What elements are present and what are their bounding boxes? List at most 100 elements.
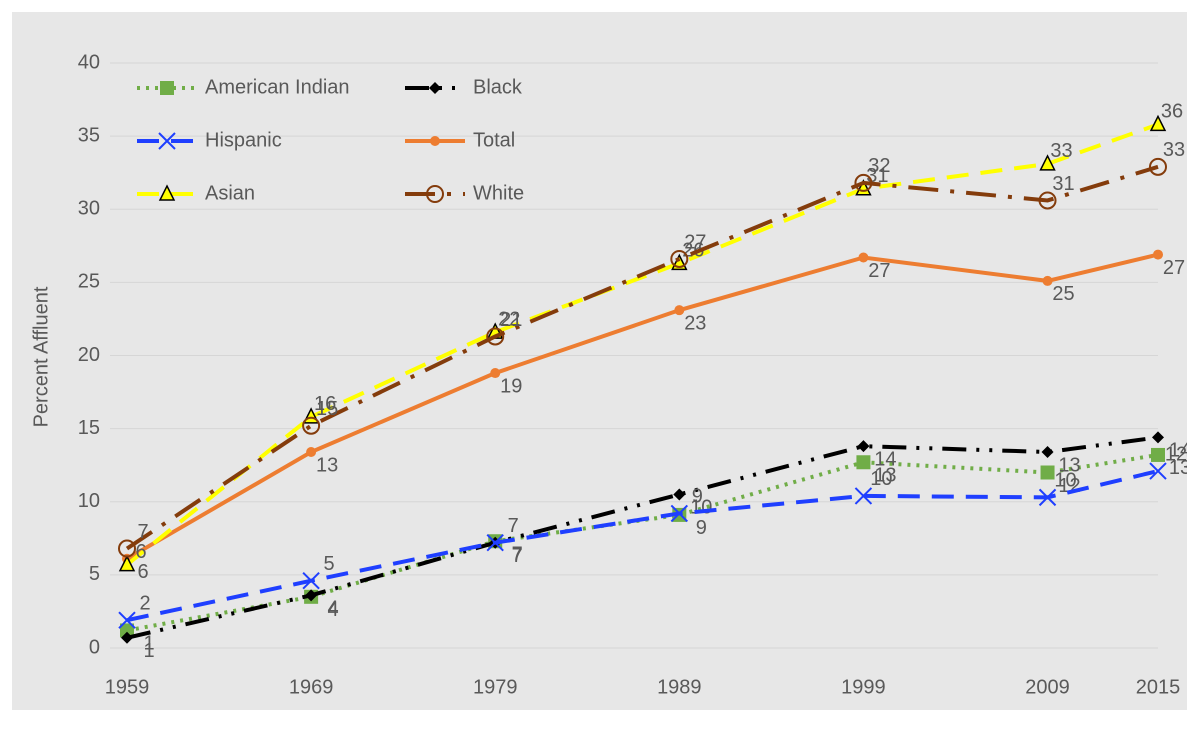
marker [158, 132, 176, 150]
data-label: 16 [314, 393, 336, 415]
marker [1152, 431, 1164, 444]
marker [1041, 446, 1054, 459]
x-tick-label: 1989 [657, 676, 702, 698]
data-label: 33 [1050, 140, 1072, 162]
data-label: 1 [143, 640, 154, 662]
data-label: 27 [868, 260, 890, 282]
marker [854, 173, 873, 192]
marker [1040, 465, 1055, 480]
data-label: 23 [684, 312, 706, 334]
y-tick-label: 25 [78, 271, 100, 293]
marker [857, 440, 870, 453]
data-label: 9 [692, 486, 703, 508]
marker [490, 368, 501, 379]
series: 6 13 19 23 27 25 27 [122, 249, 1185, 583]
data-label: 31 [1052, 173, 1074, 195]
legend-label: Asian [205, 182, 255, 204]
marker [120, 623, 134, 638]
data-label: 12 [1165, 443, 1187, 465]
data-label: 9 [696, 517, 707, 539]
marker [486, 327, 505, 346]
x-tick-label: 1999 [841, 676, 886, 698]
legend-entry: Black [405, 76, 523, 98]
data-label: 13 [1058, 454, 1080, 476]
marker [160, 81, 174, 95]
data-label: 14 [874, 448, 896, 470]
data-label: 4 [328, 598, 339, 620]
marker [302, 416, 321, 435]
marker [674, 305, 685, 316]
y-tick-label: 30 [78, 198, 100, 220]
marker [1039, 154, 1056, 171]
data-label: 25 [1052, 283, 1074, 305]
legend-entry: Asian [137, 182, 255, 204]
legend-label: Hispanic [205, 129, 282, 151]
data-label: 13 [1169, 457, 1187, 479]
data-label: 7 [512, 545, 523, 567]
marker [486, 533, 504, 552]
marker [118, 554, 136, 572]
marker [1151, 447, 1165, 462]
marker [158, 184, 176, 201]
data-label: 21 [500, 309, 522, 331]
marker [1149, 157, 1167, 176]
legend-entry: Hispanic [137, 129, 282, 151]
marker [306, 447, 317, 458]
data-label: 7 [512, 544, 523, 566]
x-tick-label: 1979 [473, 676, 518, 698]
marker [302, 572, 320, 590]
data-label: 13 [874, 465, 896, 487]
marker [1153, 249, 1163, 260]
legend-entry: Total [405, 129, 515, 151]
line [125, 164, 1159, 551]
data-label: 1 [143, 633, 154, 655]
data-label: 27 [1163, 257, 1185, 279]
data-label: 32 [868, 155, 890, 177]
data-label: 4 [328, 599, 339, 621]
data-label: 13 [316, 454, 338, 476]
data-label: 10 [1054, 470, 1076, 492]
data-label: 7 [508, 515, 519, 537]
marker [854, 487, 873, 505]
data-label: 15 [316, 398, 338, 420]
marker [670, 249, 689, 268]
marker [1149, 462, 1167, 480]
data-label: 6 [135, 541, 146, 563]
marker [426, 185, 444, 203]
marker [305, 589, 318, 602]
y-tick-label: 40 [78, 51, 100, 73]
data-label: 2 [139, 592, 150, 614]
y-tick-label: 15 [78, 417, 100, 439]
data-label: 14 [1169, 440, 1187, 462]
legend-label: White [473, 182, 524, 204]
marker [1042, 275, 1053, 286]
y-tick-label: 10 [78, 490, 100, 512]
data-label: 33 [1163, 139, 1185, 161]
marker [1038, 488, 1057, 507]
y-tick-label: 0 [89, 636, 100, 658]
x-tick-label: 2009 [1025, 676, 1070, 698]
data-label: 36 [1161, 101, 1183, 123]
series: 2 5 7 9 10 10 12 [118, 443, 1187, 629]
plot-background [12, 12, 1187, 710]
series: 7 15 21 27 32 31 33 [118, 139, 1185, 558]
data-label: 5 [324, 553, 335, 575]
marker [429, 82, 441, 94]
marker [670, 504, 689, 523]
data-label: 6 [137, 561, 148, 583]
data-label: 27 [684, 231, 706, 253]
y-tick-label: 5 [89, 563, 100, 585]
y-tick-label: 35 [78, 124, 100, 146]
data-label: 22 [498, 308, 520, 330]
y-tick-label: 20 [78, 344, 100, 366]
legend-label: Total [473, 129, 515, 151]
marker [673, 488, 686, 501]
data-label: 19 [500, 375, 522, 397]
marker [1038, 191, 1057, 210]
legend-label: American Indian [205, 76, 350, 98]
data-label: 10 [870, 468, 892, 490]
marker [1149, 114, 1167, 132]
